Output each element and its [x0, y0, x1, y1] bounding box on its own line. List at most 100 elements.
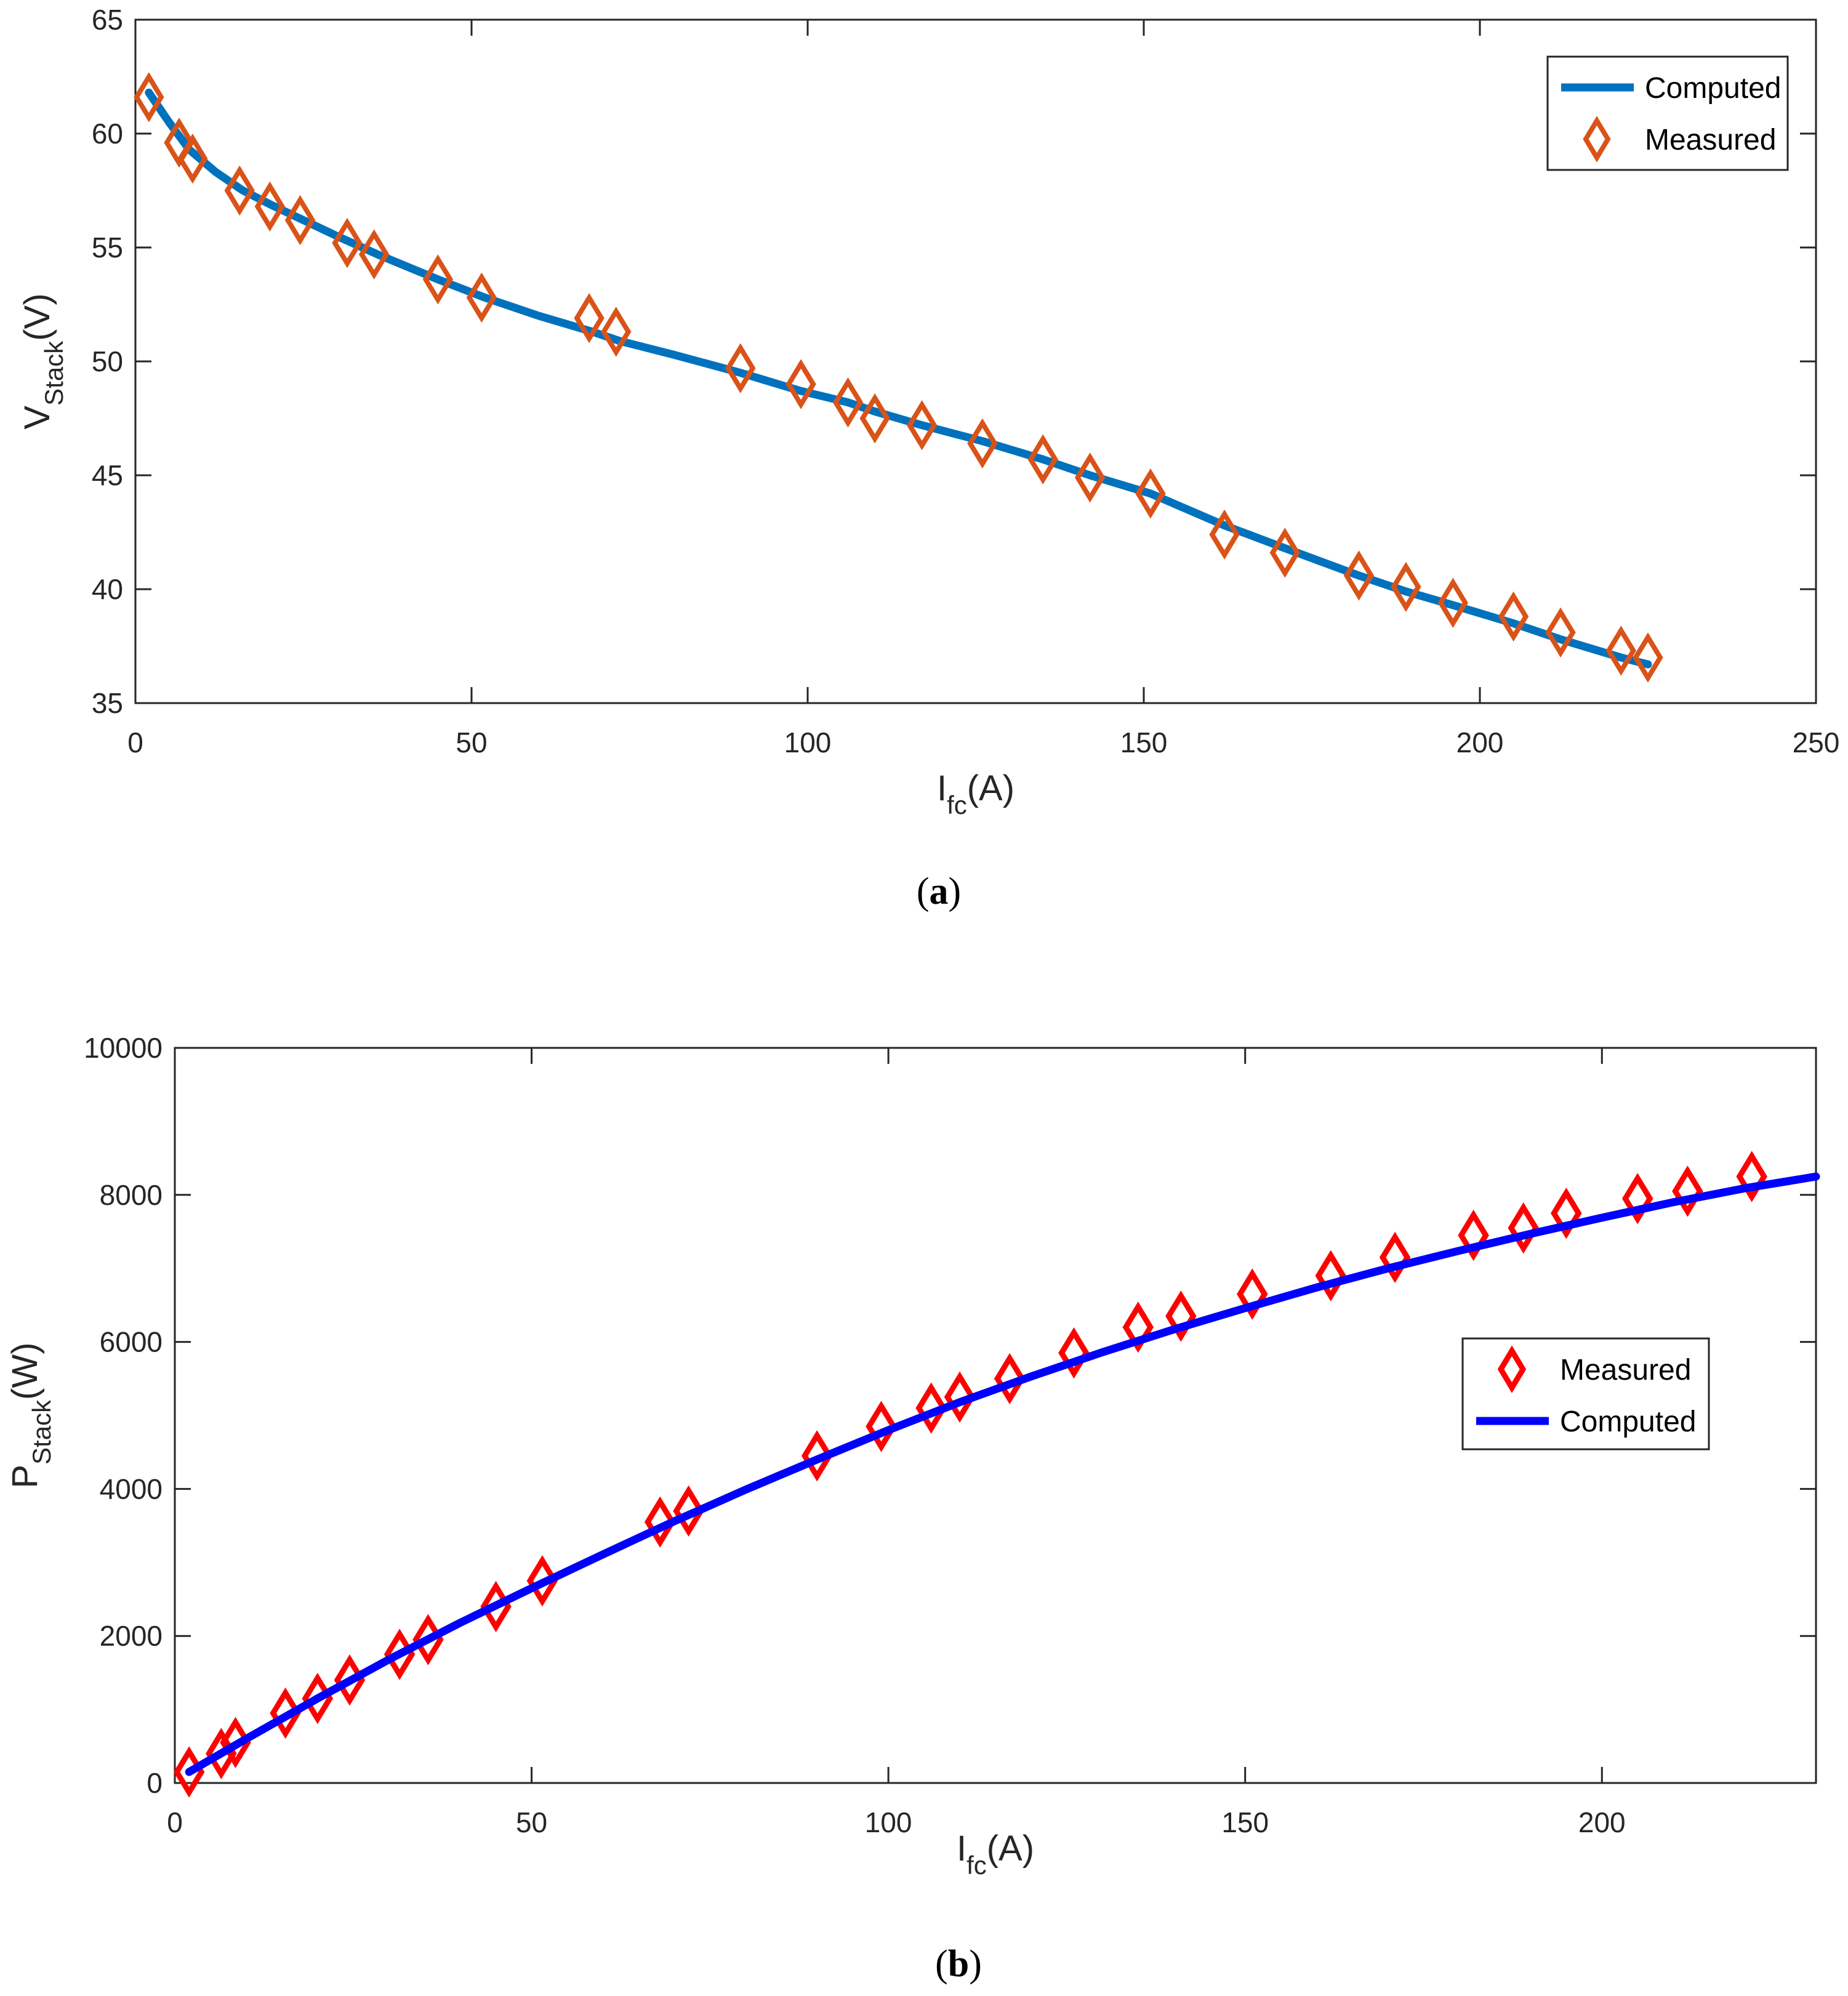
data-point-measured	[673, 1485, 704, 1537]
data-point-measured	[1437, 577, 1468, 628]
plot-area	[134, 18, 1817, 704]
data-point-measured	[254, 181, 286, 232]
x-tick-label: 0	[127, 726, 143, 759]
data-point-measured	[134, 72, 164, 123]
data-point-measured	[1027, 434, 1058, 485]
x-tick-label: 200	[1578, 1806, 1626, 1838]
data-point-measured	[725, 343, 756, 393]
x-tick-label: 100	[865, 1806, 912, 1838]
y-axis-label: PStack(W)	[5, 1342, 56, 1488]
data-point-measured	[1391, 561, 1421, 613]
y-tick-label: 40	[92, 573, 123, 605]
data-point-measured	[1498, 591, 1529, 642]
data-point-measured	[1165, 1290, 1197, 1342]
panel-caption-letter: b	[948, 1943, 969, 1985]
x-axis-label: Ifc(A)	[937, 768, 1014, 819]
y-tick-label: 55	[92, 231, 123, 264]
legend: Measured Computed	[1461, 1337, 1710, 1451]
y-tick-label: 65	[92, 4, 123, 36]
x-tick-label: 250	[1793, 726, 1840, 759]
legend-box	[1461, 1337, 1710, 1451]
data-point-measured	[1633, 632, 1663, 683]
legend-label-computed: Computed	[1645, 72, 1781, 105]
y-axis-label-main: P	[5, 1465, 45, 1489]
y-tick-label: 10000	[84, 1032, 163, 1064]
x-tick-label: 0	[167, 1806, 183, 1838]
data-point-measured	[967, 418, 998, 469]
x-axis-label: Ifc(A)	[957, 1829, 1034, 1880]
data-point-measured	[284, 195, 316, 246]
data-point-measured	[785, 359, 816, 409]
chart-panel-a: 0 50 100 150 200 250 35 40 45 50 55 60 65 Computed Mea…	[17, 4, 1839, 912]
y-tick-label: 8000	[100, 1179, 163, 1211]
data-point-measured	[1545, 607, 1576, 658]
data-point-measured	[832, 377, 864, 428]
data-point-measured	[422, 254, 454, 305]
x-tick-label: 200	[1456, 726, 1504, 759]
x-tick-label: 100	[784, 726, 832, 759]
y-axis-label-sub: Stack	[27, 1399, 56, 1465]
data-point-measured	[526, 1555, 558, 1607]
data-point-measured	[1135, 468, 1166, 519]
legend-label-measured: Measured	[1560, 1354, 1691, 1386]
data-point-measured	[866, 1401, 897, 1452]
y-tick-label: 6000	[100, 1326, 163, 1358]
legend-box	[1546, 55, 1789, 171]
data-point-measured	[1074, 452, 1106, 503]
data-point-measured	[644, 1496, 676, 1548]
x-axis-label-unit: (A)	[987, 1829, 1034, 1869]
data-point-measured	[601, 307, 632, 357]
data-point-measured	[332, 217, 363, 268]
data-point-measured	[944, 1371, 976, 1423]
panel-caption-close: )	[969, 1943, 982, 1985]
y-tick-label: 2000	[100, 1620, 163, 1652]
data-point-measured	[574, 292, 605, 344]
data-point-measured	[801, 1430, 833, 1482]
y-axis-label-main: V	[17, 406, 57, 430]
data-point-measured	[1379, 1231, 1411, 1283]
legend-diamond-symbol	[1497, 1345, 1527, 1393]
data-point-measured	[1458, 1209, 1489, 1262]
y-axis-label-unit: (V)	[17, 293, 57, 340]
x-axis-label-unit: (A)	[967, 768, 1014, 808]
y-tick-label: 45	[92, 459, 123, 491]
y-tick-label: 35	[92, 687, 123, 719]
series-line-computed	[185, 1172, 1820, 1776]
x-tick-label: 50	[516, 1806, 547, 1838]
data-point-measured	[859, 393, 890, 444]
panel-caption-close: )	[949, 871, 962, 912]
legend-label-measured: Measured	[1645, 124, 1776, 156]
x-axis-label-sub: fc	[966, 1851, 987, 1880]
data-point-measured	[1508, 1202, 1540, 1254]
data-point-measured	[164, 118, 195, 168]
y-axis-label-unit: (W)	[5, 1342, 45, 1399]
x-axis-label-sub: fc	[947, 791, 967, 819]
data-point-measured	[1237, 1268, 1268, 1320]
panel-caption-letter: a	[930, 871, 949, 912]
data-point-measured	[1269, 528, 1300, 578]
y-tick-label: 50	[92, 345, 123, 377]
data-point-measured	[466, 272, 497, 323]
data-point-measured	[1736, 1151, 1767, 1202]
y-tick-label: 4000	[100, 1473, 163, 1505]
data-point-measured	[224, 165, 255, 216]
data-point-measured	[1672, 1165, 1703, 1217]
y-axis-label: VStack(V)	[17, 293, 68, 429]
data-point-measured	[1551, 1187, 1582, 1239]
legend: Computed Measured	[1546, 55, 1789, 171]
panel-caption: (b)	[935, 1943, 982, 1985]
x-axis-label-main: I	[957, 1829, 966, 1869]
data-point-measured	[1343, 550, 1375, 601]
y-tick-label: 0	[147, 1767, 163, 1799]
x-axis-label-main: I	[937, 768, 947, 808]
legend-diamond-symbol	[1583, 116, 1611, 163]
x-tick-label: 50	[456, 726, 487, 759]
data-point-measured	[1315, 1250, 1347, 1302]
panel-caption: (a)	[917, 871, 961, 912]
data-point-measured	[270, 1687, 301, 1739]
data-point-measured	[1621, 1173, 1653, 1225]
data-point-measured	[1058, 1327, 1090, 1379]
data-point-measured	[906, 400, 938, 451]
data-point-measured	[1122, 1302, 1154, 1353]
